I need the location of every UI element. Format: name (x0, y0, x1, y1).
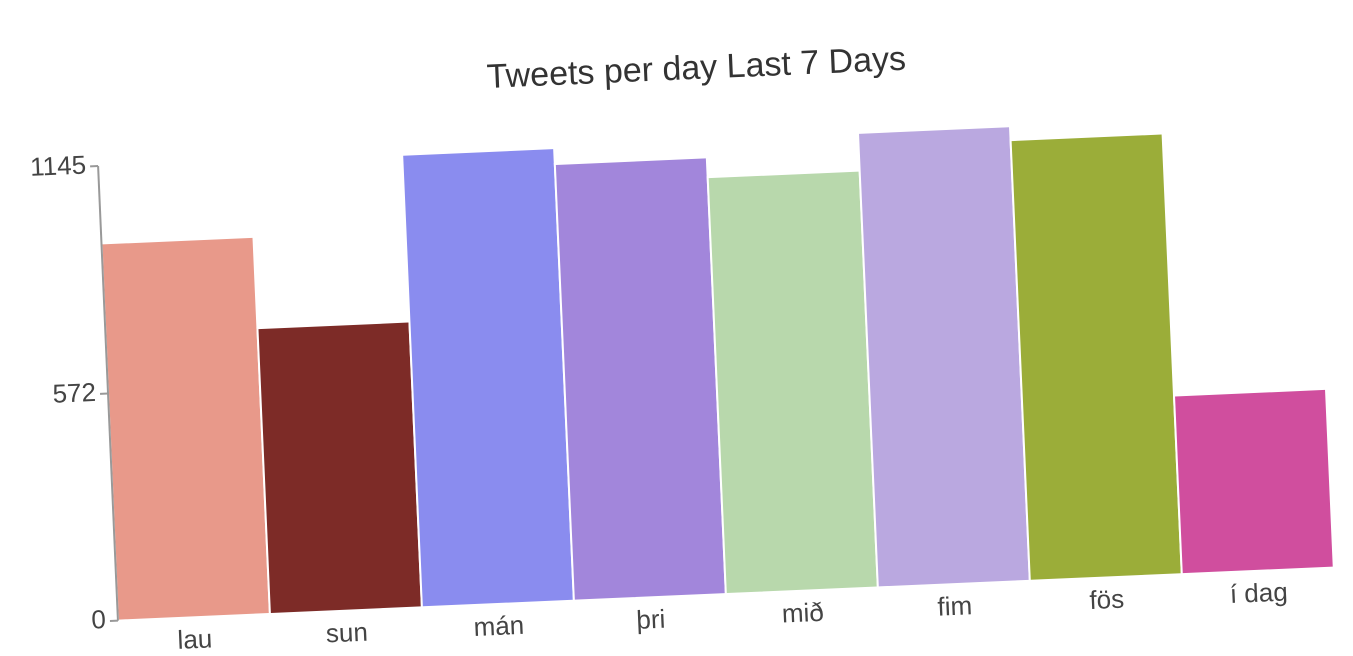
x-tick-label: þri (636, 604, 666, 635)
y-tick-label: 572 (52, 377, 97, 409)
plot: Tweets per day Last 7 Days lau sun mán þri m… (29, 40, 1335, 655)
bar (856, 125, 1031, 589)
x-tick-label: lau (177, 623, 213, 654)
x-tick-label: í dag (1229, 576, 1288, 608)
bar (553, 156, 727, 602)
bar (706, 169, 879, 596)
bar (1172, 387, 1335, 576)
chart-title: Tweets per day Last 7 Days (486, 40, 907, 96)
bar (100, 235, 271, 622)
x-tick-label: mið (781, 597, 824, 629)
bar (1009, 132, 1183, 582)
y-tick-label: 1145 (29, 149, 86, 181)
y-tick-label: 0 (91, 604, 107, 635)
x-tick-label: sun (325, 617, 368, 649)
x-tick-label: fim (937, 590, 973, 621)
x-tick-label: fös (1089, 584, 1125, 615)
bar (256, 320, 423, 616)
bar (401, 147, 575, 609)
x-tick-label: mán (473, 610, 525, 642)
